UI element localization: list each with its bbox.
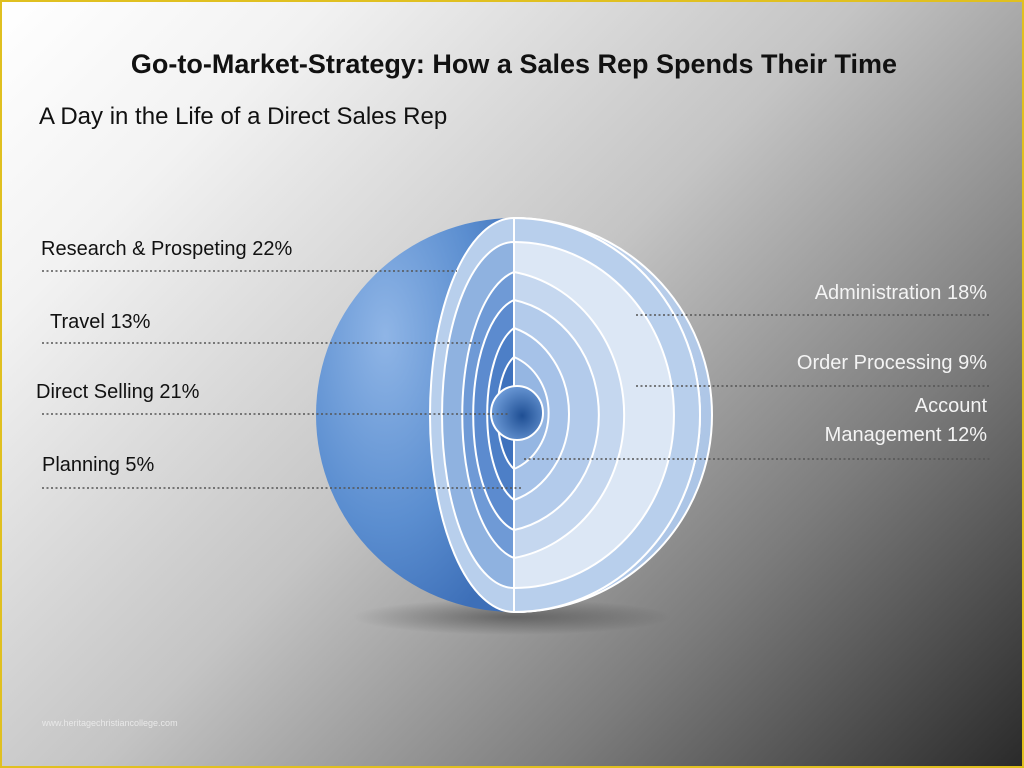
label-direct-selling: Direct Selling 21% bbox=[36, 381, 200, 403]
label-planning: Planning 5% bbox=[42, 454, 155, 476]
label-account-management-line2: Management 12% bbox=[824, 424, 987, 446]
label-account-management-line1: Account bbox=[914, 395, 987, 417]
slide-subtitle: A Day in the Life of a Direct Sales Rep bbox=[39, 103, 448, 130]
label-order-processing: Order Processing 9% bbox=[796, 352, 987, 374]
label-research-prospecting: Research & Prospeting 22% bbox=[41, 238, 293, 260]
watermark: www.heritagechristiancollege.com bbox=[42, 718, 178, 728]
label-administration: Administration 18% bbox=[814, 282, 987, 304]
leader-lines bbox=[42, 270, 990, 489]
sphere-shadow bbox=[352, 599, 672, 635]
onion-rings bbox=[429, 216, 701, 614]
core bbox=[490, 385, 544, 441]
label-account-management: Account Management 12% bbox=[825, 392, 987, 450]
slide-title: Go-to-Market-Strategy: How a Sales Rep S… bbox=[130, 49, 898, 79]
label-travel: Travel 13% bbox=[50, 311, 151, 333]
